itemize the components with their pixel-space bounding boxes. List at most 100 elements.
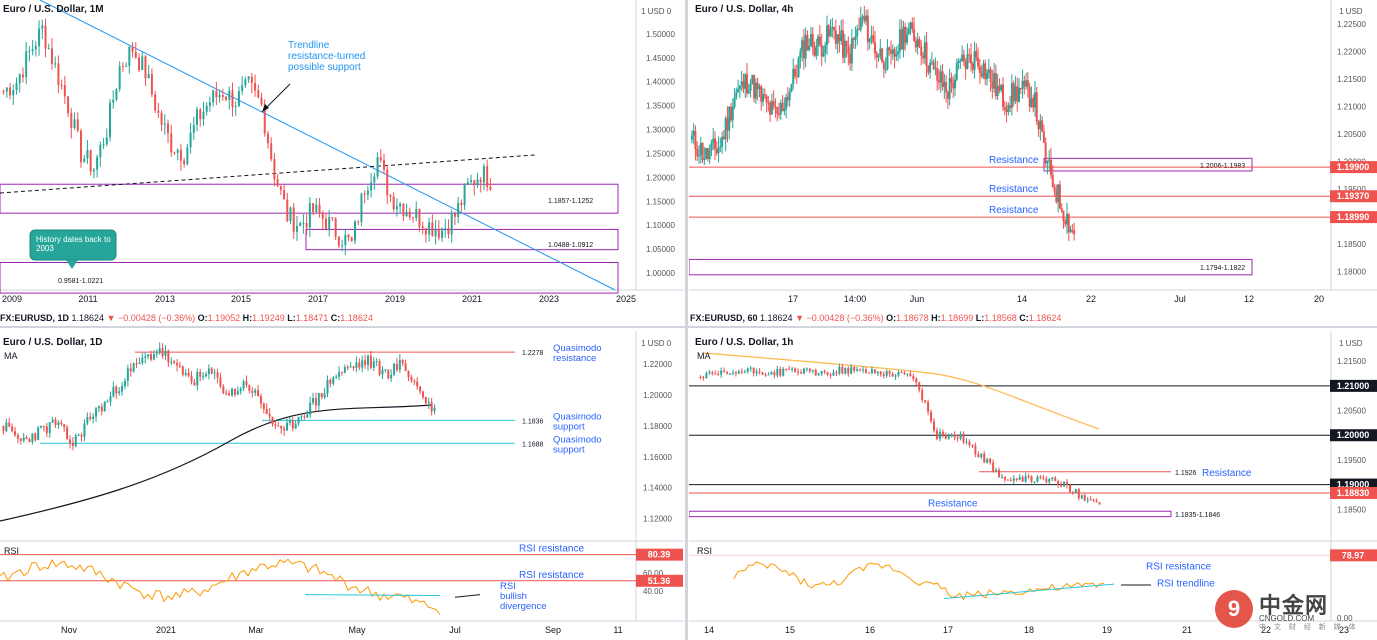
candle-body: [430, 402, 433, 412]
candle-body: [447, 228, 450, 235]
hourly-chart-panel[interactable]: 1 USD 1.21500 1.21000 1.20500 1.20000 1.19500…: [689, 331, 1377, 640]
monthly-chart[interactable]: 1 USD 0 1.50000 1.45000 1.40000 1.35000 1.300…: [0, 0, 684, 311]
supply-zone: [1043, 157, 1253, 172]
candle-body: [1046, 160, 1049, 164]
candle-body: [770, 372, 773, 375]
candle-body: [221, 95, 224, 97]
candle-body: [305, 222, 308, 228]
hourly-chart[interactable]: 1 USD 1.21500 1.21000 1.20500 1.20000 1.19500…: [689, 331, 1377, 640]
candle-body: [250, 76, 253, 83]
zone-label: 1.1857-1.1252: [548, 198, 593, 205]
candle-body: [219, 377, 222, 387]
candle-body: [248, 385, 251, 391]
candle-body: [977, 57, 980, 67]
candle-body: [975, 51, 978, 58]
candle-body: [955, 63, 958, 80]
candle-body: [80, 435, 83, 437]
candle-body: [907, 28, 910, 35]
time-tick: Jul: [1174, 294, 1186, 304]
rsi-annotation: RSI resistance: [519, 570, 584, 581]
rsi-line: [733, 561, 1105, 601]
time-tick: 2025: [616, 294, 636, 304]
trendline-annotation: Trendline resistance-turned possible suppo…: [288, 40, 365, 73]
candle-body: [971, 445, 974, 447]
candle-body: [1024, 476, 1027, 482]
candle-body: [847, 46, 850, 54]
candle-body: [222, 386, 225, 394]
daily-chart[interactable]: 1 USD 0 1.22000 1.20000 1.18000 1.16000 1.140…: [0, 331, 684, 640]
candle-body: [879, 371, 882, 375]
candle-body: [966, 54, 969, 69]
candle-body: [1071, 229, 1074, 231]
candle-body: [363, 193, 366, 195]
candle-body: [776, 368, 779, 376]
candle-body: [76, 119, 79, 131]
h4-chart-panel[interactable]: 1 USD 1.22500 1.22000 1.21500 1.21000 1.20500…: [689, 0, 1377, 311]
candle-body: [743, 371, 746, 373]
candle-body: [179, 149, 182, 161]
candle-body: [1016, 86, 1019, 102]
candle-body: [838, 366, 841, 374]
candle-body: [86, 150, 89, 159]
candle-body: [364, 360, 367, 366]
candle-body: [379, 157, 382, 161]
candle-body: [268, 413, 271, 417]
candle-body: [730, 106, 732, 121]
candle-body: [826, 25, 828, 46]
candle-body: [173, 152, 176, 154]
candle-body: [329, 379, 332, 384]
candle-body: [473, 180, 476, 186]
candle-body: [147, 354, 150, 357]
candle-body: [16, 435, 19, 439]
candle-body: [1042, 131, 1045, 143]
daily-chart-panel[interactable]: 1 USD 0 1.22000 1.20000 1.18000 1.16000 1.140…: [0, 331, 684, 640]
candle-body: [346, 367, 349, 369]
candle-body: [251, 390, 254, 393]
candle-body: [48, 422, 51, 433]
candle-body: [489, 187, 492, 190]
candle-body: [964, 61, 967, 69]
candle-body: [927, 66, 930, 73]
price-tick: 1.18500: [1337, 240, 1366, 249]
candle-body: [746, 368, 749, 372]
candle-body: [921, 390, 924, 401]
candle-body: [866, 15, 869, 43]
candle-body: [811, 369, 814, 372]
candle-body: [404, 363, 407, 371]
candle-body: [280, 425, 283, 429]
rsi-divergence-label: RSI bullish divergence: [500, 581, 546, 612]
candle-body: [50, 48, 53, 64]
candle-body: [946, 92, 949, 99]
candle-body: [97, 406, 100, 409]
candle-body: [802, 368, 805, 374]
candle-body: [335, 376, 338, 378]
candle-body: [375, 361, 378, 363]
candle-body: [758, 371, 761, 373]
candle-body: [1098, 502, 1101, 505]
price-tick: 1.12000: [643, 515, 672, 524]
candle-body: [312, 398, 315, 403]
candle-body: [262, 403, 265, 409]
candle-body: [341, 245, 344, 247]
candle-body: [144, 56, 147, 79]
h4-chart[interactable]: 1 USD 1.22500 1.22000 1.21500 1.21000 1.20500…: [689, 0, 1377, 311]
monthly-chart-panel[interactable]: 1 USD 0 1.50000 1.45000 1.40000 1.35000 1.300…: [0, 0, 684, 311]
candle-body: [754, 82, 757, 99]
candle-body: [781, 102, 784, 112]
candle-body: [486, 166, 489, 188]
resistance-label: Resistance: [989, 155, 1039, 166]
candle-body: [103, 401, 106, 412]
candle-body: [744, 74, 747, 89]
candle-body: [932, 61, 935, 69]
candle-body: [886, 47, 889, 70]
candle-body: [157, 110, 160, 113]
time-tick: 14: [704, 625, 714, 635]
candle-body: [763, 94, 766, 96]
price-tick: 1.21000: [1337, 103, 1366, 112]
candle-body: [956, 437, 959, 439]
candle-body: [47, 48, 50, 50]
candle-body: [401, 359, 404, 364]
time-tick: 2021: [156, 625, 176, 635]
level-label: Quasimodo resistance: [553, 343, 602, 364]
zone-label: 1.0488-1.0912: [548, 242, 593, 249]
